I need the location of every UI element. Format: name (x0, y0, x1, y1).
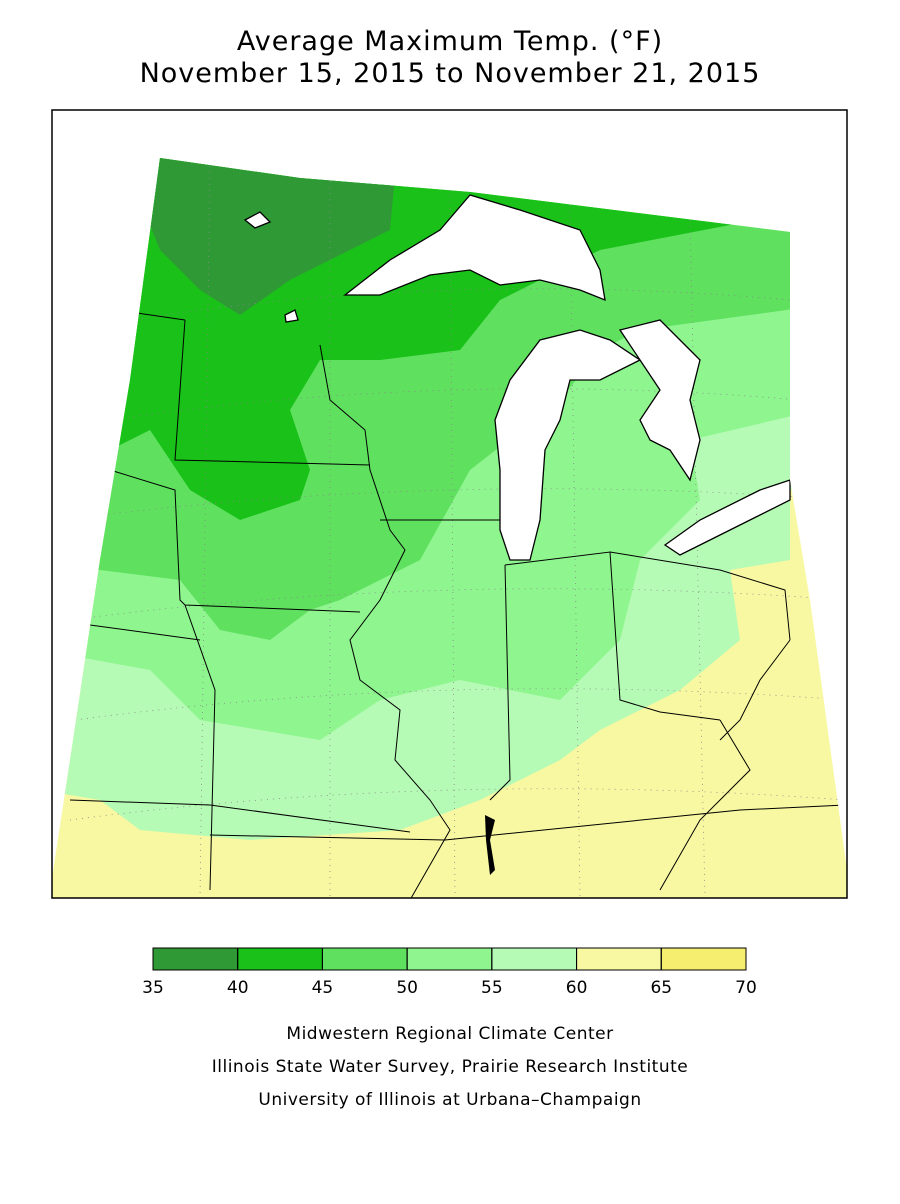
legend-tick-label: 40 (227, 978, 249, 998)
legend-swatch (660, 947, 747, 971)
legend: 35 40 45 50 55 60 65 70 (142, 947, 757, 998)
title: Average Maximum Temp. (°F) (237, 26, 663, 57)
legend-swatch (576, 947, 662, 971)
legend-swatch (406, 947, 493, 971)
legend-swatch (321, 947, 408, 971)
legend-tick-label: 70 (735, 978, 757, 998)
legend-tick-label: 35 (142, 978, 164, 998)
legend-swatch (491, 947, 578, 971)
map (52, 158, 847, 898)
credit: University of Illinois at Urbana–Champai… (258, 1090, 641, 1110)
legend-tick-label: 65 (650, 978, 672, 998)
credit: Midwestern Regional Climate Center (286, 1024, 613, 1044)
map-frame (51, 109, 848, 899)
legend-swatch (237, 947, 323, 971)
legend-tick-label: 60 (566, 978, 588, 998)
credit: Illinois State Water Survey, Prairie Res… (212, 1057, 688, 1077)
legend-swatch (152, 947, 239, 971)
legend-tick-label: 55 (481, 978, 503, 998)
subtitle: November 15, 2015 to November 21, 2015 (140, 58, 761, 89)
legend-tick-label: 50 (396, 978, 418, 998)
legend-tick-label: 45 (312, 978, 334, 998)
